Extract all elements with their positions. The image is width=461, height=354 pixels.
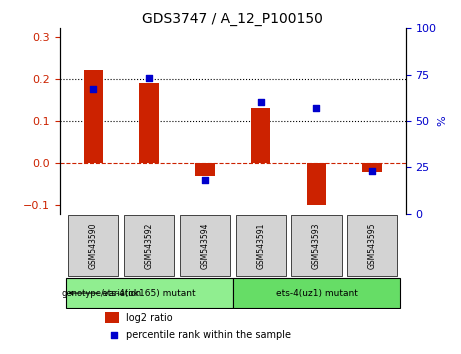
Bar <box>83 70 103 163</box>
Y-axis label: %: % <box>438 116 448 126</box>
Bar <box>251 108 271 163</box>
Point <box>110 332 117 338</box>
FancyBboxPatch shape <box>291 215 342 276</box>
Point <box>201 177 209 183</box>
Bar <box>139 83 159 163</box>
Text: percentile rank within the sample: percentile rank within the sample <box>125 330 290 340</box>
Text: GSM543595: GSM543595 <box>368 222 377 269</box>
FancyBboxPatch shape <box>68 215 118 276</box>
Bar <box>307 163 326 205</box>
Text: log2 ratio: log2 ratio <box>125 313 172 322</box>
Point <box>368 168 376 174</box>
Text: GSM543593: GSM543593 <box>312 222 321 269</box>
Text: GSM543590: GSM543590 <box>89 222 98 269</box>
Title: GDS3747 / A_12_P100150: GDS3747 / A_12_P100150 <box>142 12 323 26</box>
Point <box>146 75 153 81</box>
Bar <box>105 312 119 323</box>
Text: GSM543591: GSM543591 <box>256 222 265 269</box>
FancyBboxPatch shape <box>233 278 400 308</box>
Text: GSM543594: GSM543594 <box>201 222 209 269</box>
Point <box>313 105 320 111</box>
Text: ets-4(uz1) mutant: ets-4(uz1) mutant <box>276 289 357 298</box>
FancyBboxPatch shape <box>347 215 397 276</box>
Bar <box>362 163 382 172</box>
FancyBboxPatch shape <box>236 215 286 276</box>
FancyBboxPatch shape <box>65 278 233 308</box>
Bar <box>195 163 215 176</box>
Point <box>257 99 264 105</box>
Text: ets-4(ok165) mutant: ets-4(ok165) mutant <box>102 289 196 298</box>
FancyBboxPatch shape <box>124 215 174 276</box>
Text: genotype/variation: genotype/variation <box>61 289 141 298</box>
FancyBboxPatch shape <box>180 215 230 276</box>
Text: GSM543592: GSM543592 <box>145 222 154 269</box>
Point <box>90 87 97 92</box>
